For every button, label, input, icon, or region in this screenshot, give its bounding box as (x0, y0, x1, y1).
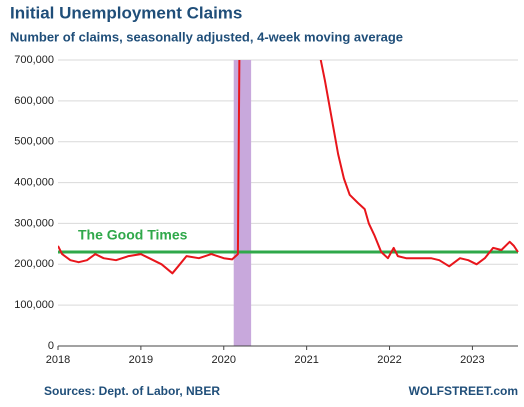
reference-label: The Good Times (78, 227, 188, 243)
x-tick-label: 2022 (377, 354, 401, 366)
credit: WOLFSTREET.com (409, 384, 518, 398)
recession-band (233, 60, 252, 346)
y-tick-label: 500,000 (14, 136, 54, 148)
y-tick-label: 600,000 (14, 95, 54, 107)
x-tick-label: 2021 (294, 354, 318, 366)
x-tick-label: 2023 (460, 354, 484, 366)
x-tick-label: 2018 (46, 354, 70, 366)
y-tick-label: 700,000 (14, 54, 54, 66)
data-line (58, 60, 519, 275)
chart-title: Initial Unemployment Claims (10, 3, 242, 22)
y-tick-label: 200,000 (14, 258, 54, 270)
y-tick-label: 300,000 (14, 217, 54, 229)
x-tick-label: 2020 (212, 354, 236, 366)
y-tick-label: 0 (48, 340, 54, 352)
y-tick-label: 400,000 (14, 176, 54, 188)
chart-subtitle: Number of claims, seasonally adjusted, 4… (10, 29, 403, 44)
x-tick-label: 2019 (129, 354, 153, 366)
y-tick-label: 100,000 (14, 299, 54, 311)
source: Sources: Dept. of Labor, NBER (44, 384, 220, 398)
